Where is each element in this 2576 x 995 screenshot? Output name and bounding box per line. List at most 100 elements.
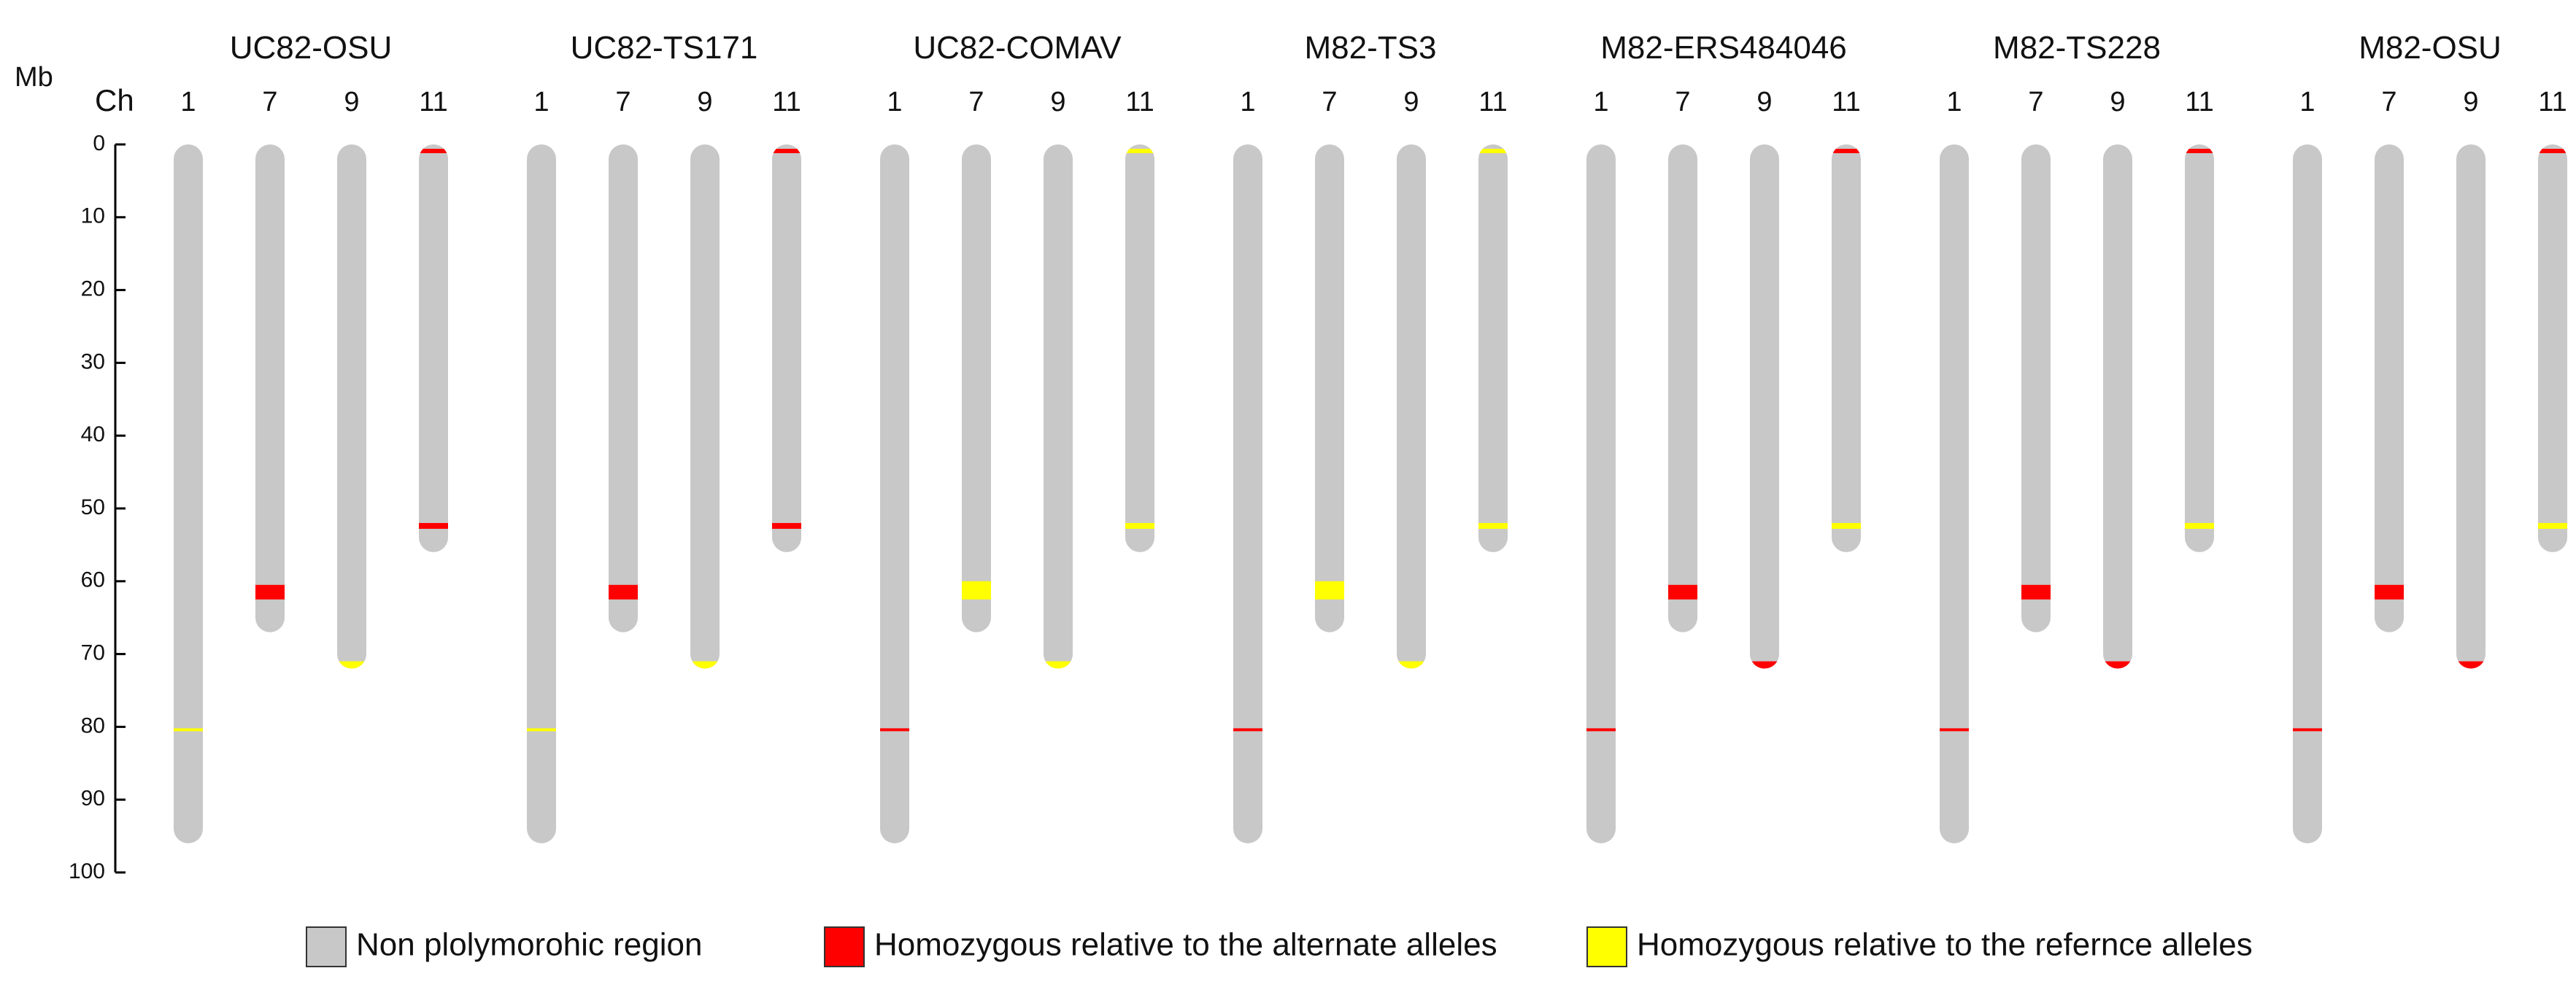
chromosome-label: 11 (1125, 87, 1154, 117)
chromosome-body (2185, 144, 2214, 552)
alternate-allele-segment (2456, 661, 2486, 669)
chromosome-body (1125, 144, 1154, 552)
alternate-allele-segment (880, 728, 909, 732)
y-tick-label: 20 (81, 277, 105, 301)
chromosome-body (1940, 144, 1969, 844)
alternate-allele-segment (2103, 661, 2132, 669)
chromosome-body (2103, 144, 2132, 669)
chromosome-label: 9 (1050, 87, 1065, 117)
chromosome-body (2538, 144, 2567, 552)
chromosome-label: 7 (262, 87, 277, 117)
chromosome-label: 1 (533, 87, 549, 117)
chromosome-body (2021, 144, 2051, 632)
sample-panel-m82-osu: M82-OSU 1 7 9 11 (2293, 30, 2567, 844)
alternate-allele-segment (772, 148, 801, 153)
reference-allele-segment (1478, 522, 1508, 529)
sample-title: M82-ERS484046 (1600, 30, 1847, 66)
alternate-allele-segment (419, 522, 448, 529)
chromosome-label: 7 (968, 87, 984, 117)
chromosome-label: 11 (1478, 87, 1507, 117)
chromosome-label: 9 (2110, 87, 2125, 117)
alternate-allele-segment (2293, 728, 2322, 732)
y-tick-label: 50 (81, 495, 105, 519)
sample-panel-uc82-ts171: UC82-TS171 1 7 9 11 (527, 30, 801, 844)
alternate-allele-segment (1750, 661, 1779, 669)
y-axis: 0 10 20 30 40 50 60 70 80 90 100 Mb (15, 62, 126, 883)
chromosome-header-label: Ch (95, 83, 134, 117)
chromosome-label: 7 (1675, 87, 1690, 117)
chromosome-body (2456, 144, 2486, 669)
chromosome-label: 1 (1593, 87, 1608, 117)
chromosome-body (174, 144, 203, 844)
chromosome-body (880, 144, 909, 844)
chromosome-label: 11 (419, 87, 447, 117)
y-tick-label: 60 (81, 568, 105, 592)
reference-allele-segment (1125, 522, 1154, 529)
chromosome-header: Ch (95, 83, 134, 117)
chromosome-label: 11 (2538, 87, 2567, 117)
alternate-allele-segment (2375, 584, 2404, 600)
chromosome-label: 9 (2463, 87, 2478, 117)
chromosome-body (1750, 144, 1779, 669)
chromosome-label: 1 (1240, 87, 1255, 117)
chromosome-label: 9 (1756, 87, 1772, 117)
reference-allele-segment (527, 728, 556, 732)
alternate-allele-segment (1586, 728, 1616, 732)
legend-swatch (1586, 926, 1627, 967)
y-tick-label: 30 (81, 349, 105, 373)
sample-title: M82-OSU (2359, 30, 2502, 66)
sample-title: M82-TS228 (1993, 30, 2161, 66)
chromosome-label: 9 (697, 87, 712, 117)
alternate-allele-segment (1832, 148, 1861, 153)
legend: Non plolymorohic region Homozygous relati… (306, 926, 2253, 967)
chromosome-body (962, 144, 991, 632)
y-tick-label: 90 (81, 786, 105, 810)
chromosome-label: 7 (1322, 87, 1337, 117)
chromosome-body (1832, 144, 1861, 552)
chromosome-body (1233, 144, 1262, 844)
alternate-allele-segment (419, 148, 448, 153)
chromosome-body (609, 144, 638, 632)
chromosome-label: 9 (1403, 87, 1419, 117)
chromosome-body (2375, 144, 2404, 632)
y-tick-label: 10 (81, 204, 105, 228)
chromosome-label: 1 (887, 87, 902, 117)
legend-label: Homozygous relative to the refernce alle… (1637, 927, 2253, 963)
alternate-allele-segment (255, 584, 285, 600)
reference-allele-segment (690, 661, 720, 669)
alternate-allele-segment (1668, 584, 1697, 600)
reference-allele-segment (1832, 522, 1861, 529)
y-tick-label: 40 (81, 422, 105, 446)
chromosome-label: 7 (2381, 87, 2396, 117)
reference-allele-segment (1044, 661, 1073, 669)
alternate-allele-segment (772, 522, 801, 529)
sample-title: UC82-OSU (230, 30, 393, 66)
alternate-allele-segment (1233, 728, 1262, 732)
reference-allele-segment (174, 728, 203, 732)
alternate-allele-segment (2538, 148, 2567, 153)
chromosome-body (337, 144, 366, 669)
reference-allele-segment (337, 661, 366, 669)
chromosome-label: 1 (180, 87, 196, 117)
legend-label: Homozygous relative to the alternate all… (874, 927, 1497, 963)
chromosome-label: 11 (772, 87, 801, 117)
legend-swatch (306, 926, 347, 967)
sample-title: UC82-COMAV (913, 30, 1122, 66)
sample-panel-m82-ers484046: M82-ERS484046 1 7 9 11 (1586, 30, 1861, 844)
sample-title: M82-TS3 (1305, 30, 1437, 66)
chromosome-label: 1 (1946, 87, 1962, 117)
chromosome-body (1668, 144, 1697, 632)
chromosome-body (527, 144, 556, 844)
chromosome-body (419, 144, 448, 552)
sample-panel-uc82-osu: UC82-OSU 1 7 9 11 (174, 30, 448, 844)
chromosome-label: 7 (2028, 87, 2043, 117)
alternate-allele-segment (609, 584, 638, 600)
reference-allele-segment (1125, 148, 1154, 153)
axis-unit-label: Mb (15, 62, 53, 93)
reference-allele-segment (1315, 581, 1344, 600)
sample-title: UC82-TS171 (571, 30, 758, 66)
chromosome-body (1586, 144, 1616, 844)
chromosome-label: 1 (2299, 87, 2315, 117)
